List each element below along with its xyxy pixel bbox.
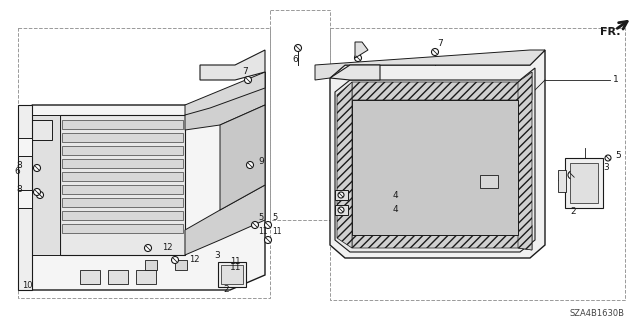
Circle shape <box>145 244 152 252</box>
Bar <box>18 138 32 156</box>
Polygon shape <box>335 205 348 215</box>
Text: 4: 4 <box>393 205 399 214</box>
Text: 8: 8 <box>16 186 22 195</box>
Polygon shape <box>337 82 352 248</box>
Bar <box>558 170 566 192</box>
Circle shape <box>431 49 438 55</box>
Bar <box>221 265 243 284</box>
Text: 2: 2 <box>570 207 576 217</box>
Circle shape <box>338 207 344 213</box>
Circle shape <box>36 191 44 198</box>
Circle shape <box>605 155 611 161</box>
Circle shape <box>338 192 344 198</box>
Text: 8: 8 <box>16 161 22 170</box>
Circle shape <box>252 221 259 228</box>
Polygon shape <box>352 72 532 100</box>
Polygon shape <box>330 50 545 258</box>
Text: 10: 10 <box>22 281 33 290</box>
Polygon shape <box>32 72 265 290</box>
Polygon shape <box>62 224 183 233</box>
Polygon shape <box>335 190 348 200</box>
Bar <box>108 270 128 284</box>
Circle shape <box>244 76 252 84</box>
Bar <box>565 158 603 208</box>
Polygon shape <box>62 146 183 155</box>
Text: 11: 11 <box>230 263 241 273</box>
Text: 6: 6 <box>14 167 20 177</box>
Polygon shape <box>32 120 52 140</box>
Polygon shape <box>60 115 185 255</box>
Text: 5: 5 <box>615 150 621 159</box>
Polygon shape <box>62 198 183 207</box>
Polygon shape <box>32 115 60 255</box>
Bar <box>480 175 498 188</box>
Text: 4: 4 <box>393 190 399 199</box>
Polygon shape <box>185 72 265 115</box>
Polygon shape <box>185 185 265 255</box>
Bar <box>80 270 100 284</box>
Polygon shape <box>175 260 187 270</box>
Circle shape <box>33 188 40 196</box>
Circle shape <box>172 257 179 263</box>
Polygon shape <box>220 105 265 210</box>
Bar <box>570 163 598 203</box>
Text: 1: 1 <box>613 76 619 84</box>
Text: 6: 6 <box>292 55 298 65</box>
Polygon shape <box>352 100 518 235</box>
Polygon shape <box>62 211 183 220</box>
Text: 11: 11 <box>230 258 241 267</box>
Polygon shape <box>62 133 183 142</box>
Circle shape <box>355 54 362 61</box>
Text: 12: 12 <box>162 244 173 252</box>
Polygon shape <box>62 172 183 181</box>
Text: 7: 7 <box>242 68 248 76</box>
Polygon shape <box>62 120 183 129</box>
Circle shape <box>264 221 271 228</box>
Bar <box>18 190 32 208</box>
Polygon shape <box>62 185 183 194</box>
Text: FR.: FR. <box>600 27 621 37</box>
Text: 12: 12 <box>189 255 200 265</box>
Text: 5: 5 <box>272 213 277 222</box>
Polygon shape <box>315 50 545 80</box>
Polygon shape <box>18 105 32 290</box>
Text: 11: 11 <box>272 228 282 236</box>
Polygon shape <box>355 42 368 58</box>
Polygon shape <box>518 72 532 250</box>
Text: 3: 3 <box>214 251 220 260</box>
Text: SZA4B1630B: SZA4B1630B <box>570 308 625 317</box>
Polygon shape <box>335 68 535 252</box>
Text: 2: 2 <box>223 285 229 294</box>
Text: 5: 5 <box>258 213 263 222</box>
Bar <box>218 262 246 287</box>
Bar <box>136 270 156 284</box>
Polygon shape <box>352 225 532 250</box>
Polygon shape <box>145 260 157 270</box>
Polygon shape <box>200 50 265 80</box>
Polygon shape <box>330 65 380 80</box>
Text: 3: 3 <box>603 164 609 172</box>
Polygon shape <box>185 72 265 130</box>
Circle shape <box>264 236 271 244</box>
Circle shape <box>246 162 253 169</box>
Text: 11: 11 <box>258 228 268 236</box>
Polygon shape <box>62 159 183 168</box>
Text: 9: 9 <box>258 157 264 166</box>
Circle shape <box>33 164 40 172</box>
Circle shape <box>568 171 576 179</box>
Circle shape <box>294 44 301 52</box>
Text: 7: 7 <box>437 39 443 49</box>
